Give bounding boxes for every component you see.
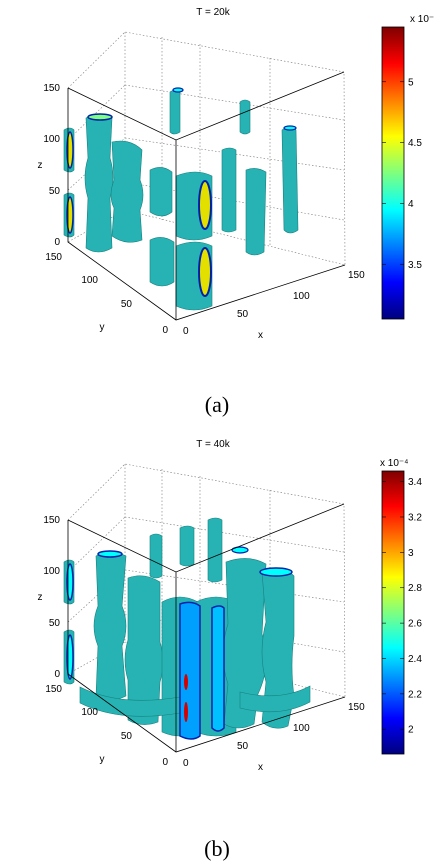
z-tick: 0 [54,237,60,248]
colorbar-tick-label: 3.2 [408,512,422,523]
colorbar-tick-label: 4 [408,199,414,210]
colorbar: x 10⁻⁴ 5 4.5 4 3.5 [381,14,434,320]
colorbar-tick-label: 5 [408,77,414,88]
plot-a: T = 20k [38,7,434,341]
isosurface [63,87,299,311]
x-axis: 0 50 100 150 x [183,270,365,341]
z-tick: 100 [43,566,60,577]
colorbar-tick-label: 4.5 [408,138,422,149]
colorbar-gradient [381,26,405,320]
colorbar-tick-label: 2.2 [408,689,422,700]
z-tick: 50 [49,618,61,629]
y-axis: 0 50 100 150 y [45,684,168,768]
axes-box [67,503,346,753]
x-axis-label: x [258,330,263,341]
colorbar-tick-label: 2.4 [408,654,422,665]
y-tick: 50 [121,731,133,742]
x-tick: 150 [348,270,365,281]
caption-a: (a) [204,392,230,417]
x-tick: 0 [183,758,189,769]
colorbar-gradient [381,470,405,755]
caption-b: (b) [204,836,230,861]
x-axis: 0 50 100 150 x [183,702,365,773]
y-tick: 150 [45,252,62,263]
z-tick: 150 [43,515,60,526]
z-axis-label: z [38,592,43,603]
axes-box [67,71,346,321]
x-tick: 50 [237,741,249,752]
panel-b: T = 40k [0,432,434,863]
colorbar-tick-label: 2 [408,725,414,736]
x-axis-label: x [258,762,263,773]
isosurface [63,517,311,740]
y-axis-label: y [100,322,105,333]
colorbar-tick-label: 3.4 [408,477,422,488]
plot-b: T = 40k [38,439,423,773]
x-tick: 150 [348,702,365,713]
colorbar-tick-label: 2.6 [408,619,422,630]
z-axis: 0 50 100 150 z [38,83,61,248]
colorbar-tick-label: 2.8 [408,583,422,594]
panel-a: T = 20k [0,0,434,420]
y-tick: 100 [81,275,98,286]
z-axis-label: z [38,160,43,171]
colorbar-tick-label: 3.5 [408,260,422,271]
x-tick: 100 [293,291,310,302]
y-tick: 0 [162,757,168,768]
z-tick: 100 [43,134,60,145]
y-tick: 50 [121,299,133,310]
x-tick: 0 [183,326,189,337]
colorbar-exponent: x 10⁻⁴ [380,458,408,469]
z-axis: 0 50 100 150 z [38,515,61,680]
z-tick: 150 [43,83,60,94]
colorbar-exponent: x 10⁻⁴ [410,14,434,25]
x-tick: 50 [237,309,249,320]
y-axis-label: y [100,754,105,765]
z-tick: 0 [54,669,60,680]
plot-title: T = 40k [196,439,230,450]
x-tick: 100 [293,723,310,734]
z-tick: 50 [49,186,61,197]
colorbar: x 10⁻⁴ 3.4 3.2 3 2.8 2.6 2.4 2.2 2 [380,458,422,755]
y-tick: 150 [45,684,62,695]
y-axis: 0 50 100 150 y [45,252,168,336]
plot-title: T = 20k [196,7,230,18]
y-tick: 0 [162,325,168,336]
colorbar-tick-label: 3 [408,548,414,559]
y-tick: 100 [81,707,98,718]
